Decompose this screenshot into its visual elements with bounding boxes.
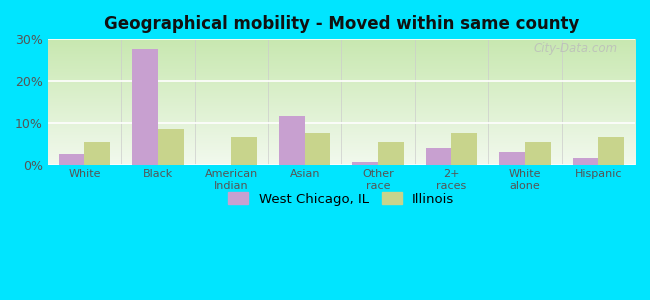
Bar xyxy=(84,142,110,165)
Bar xyxy=(132,49,158,165)
Bar xyxy=(452,133,477,165)
Bar xyxy=(598,137,624,165)
Bar xyxy=(352,163,378,165)
Bar xyxy=(499,152,525,165)
Legend: West Chicago, IL, Illinois: West Chicago, IL, Illinois xyxy=(223,187,460,211)
Title: Geographical mobility - Moved within same county: Geographical mobility - Moved within sam… xyxy=(104,15,579,33)
Bar xyxy=(378,142,404,165)
Bar xyxy=(279,116,305,165)
Bar xyxy=(573,158,598,165)
Bar xyxy=(305,133,330,165)
Bar xyxy=(426,148,452,165)
Bar xyxy=(231,137,257,165)
Bar xyxy=(525,142,551,165)
Bar xyxy=(158,129,183,165)
Bar xyxy=(58,154,84,165)
Text: City-Data.com: City-Data.com xyxy=(533,43,618,56)
